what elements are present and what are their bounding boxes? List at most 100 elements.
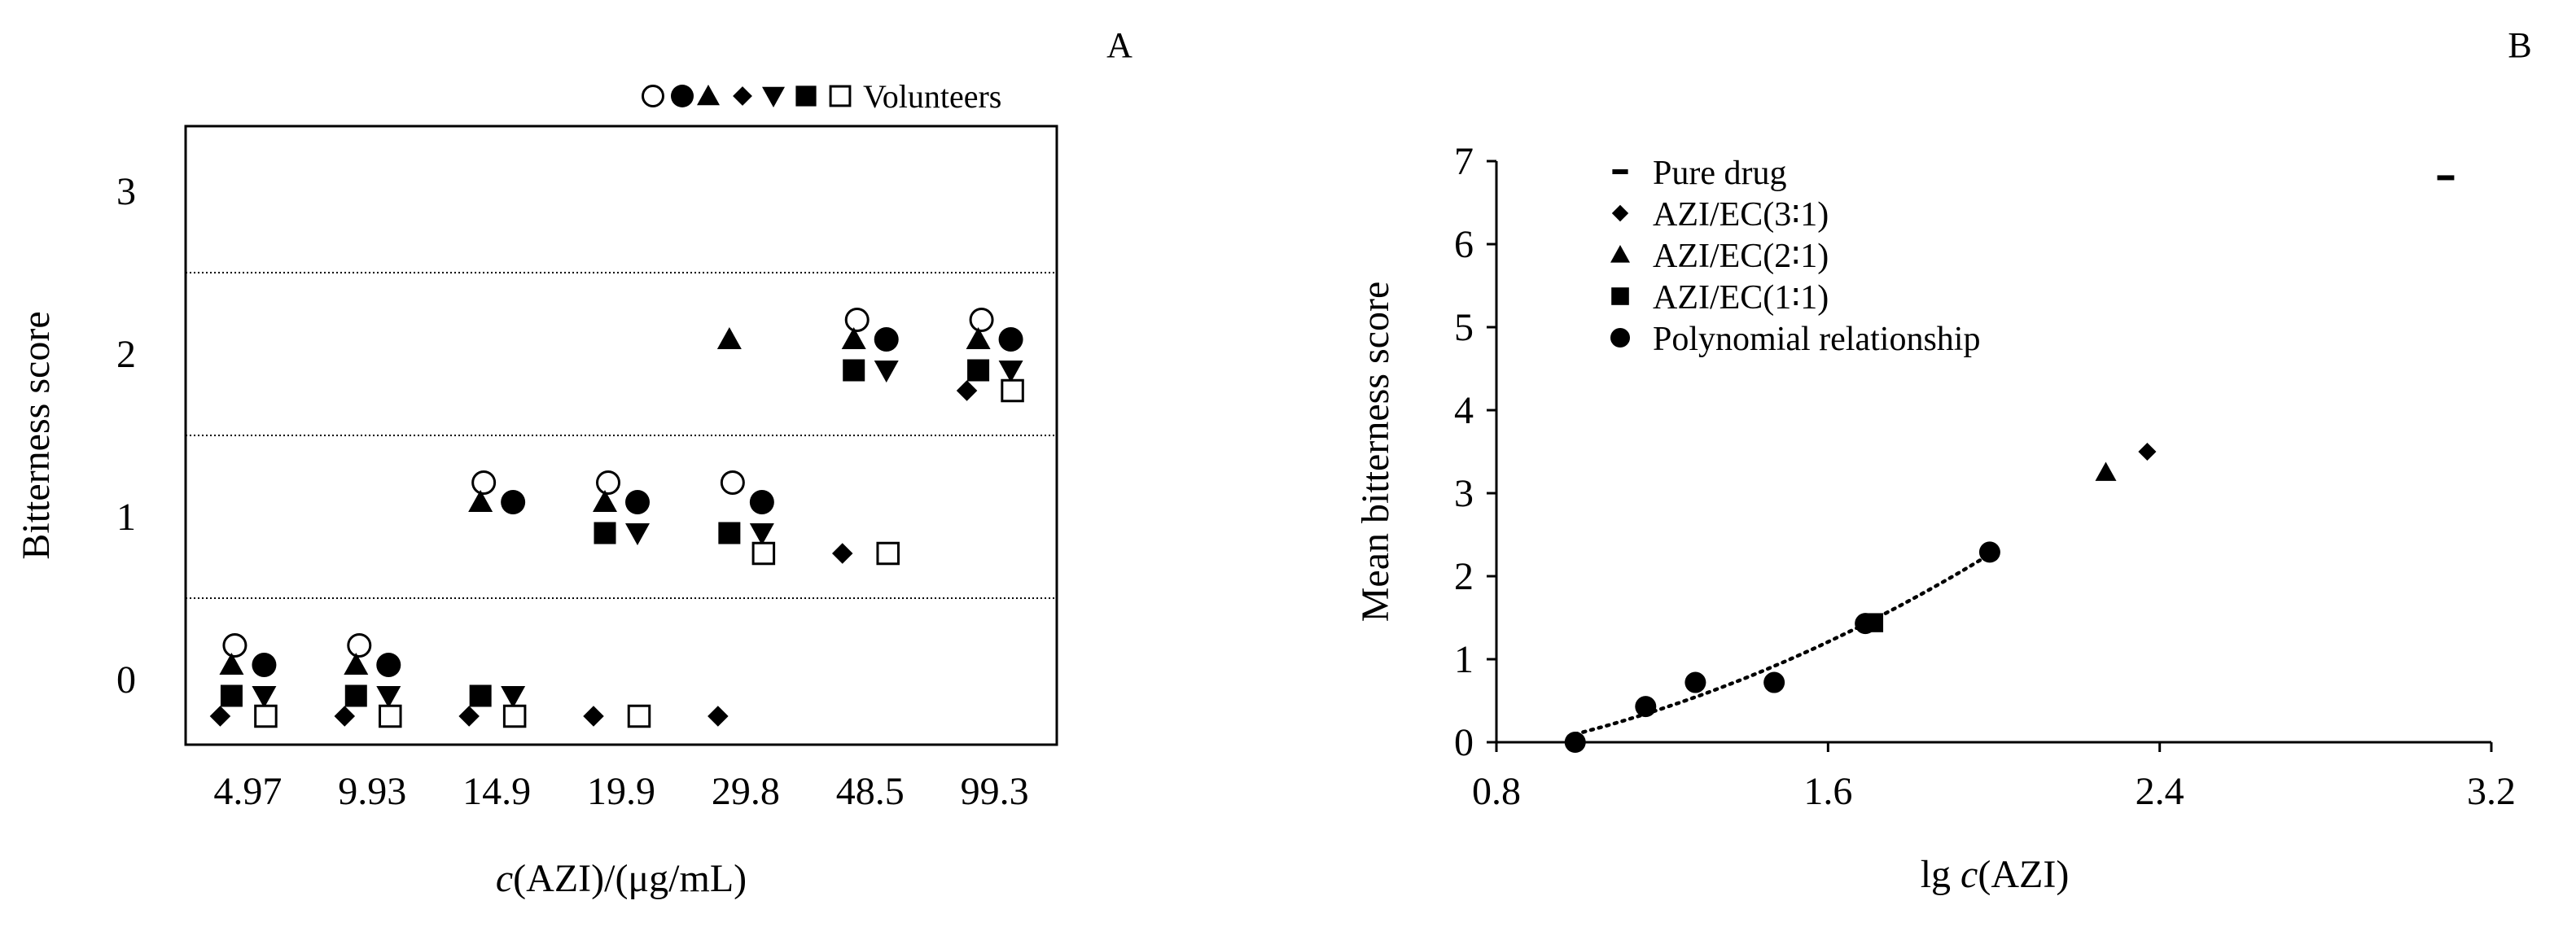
data-point-triangle-down xyxy=(376,686,401,708)
panel-a-legend-markers xyxy=(642,85,852,107)
data-point-circle-open xyxy=(596,470,620,495)
panel-b: B 0 1 2 3 4 5 6 7 0.8 1.6 2.4 3.2 Mean bitterness … xyxy=(1354,25,2532,896)
data-point-circle-filled xyxy=(501,490,526,514)
data-point-triangle-down xyxy=(501,686,526,708)
data-point-circle-filled xyxy=(749,490,774,514)
data-point-square-open xyxy=(627,704,651,728)
panel-b-x-axis-title-prefix: lg xyxy=(1921,853,1960,896)
data-point-triangle-up xyxy=(593,490,617,512)
panel-b-label: B xyxy=(2508,25,2531,65)
data-point-diamond xyxy=(334,706,356,727)
data-point-circle-open xyxy=(844,308,870,332)
y-tick-label: 3 xyxy=(116,170,136,213)
data-point-circle xyxy=(1855,613,1877,635)
y-tick-label: 6 xyxy=(1454,223,1474,266)
y-tick-label: 2 xyxy=(1454,555,1474,598)
data-point-square-open xyxy=(751,541,776,566)
y-tick-label: 1 xyxy=(1454,638,1474,681)
data-point-triangle-down xyxy=(998,361,1023,383)
x-category-label: 14.9 xyxy=(462,770,531,813)
x-category-label: 4.97 xyxy=(213,770,282,813)
panel-b-data-points xyxy=(1564,175,2455,753)
legend-marker-diamond xyxy=(733,86,752,106)
data-point-square-filled xyxy=(220,684,243,707)
y-tick-label: 0 xyxy=(116,658,136,702)
data-point-square-open xyxy=(379,704,402,728)
data-point-circle-open xyxy=(969,308,994,332)
data-point-triangle-up xyxy=(344,653,369,675)
panel-a-x-axis-title-rest: (AZI)/(μg/mL) xyxy=(513,857,747,900)
data-point-circle xyxy=(1564,732,1586,753)
data-point-circle-open xyxy=(222,633,248,658)
data-point-circle-filled xyxy=(998,327,1023,352)
y-tick-label: 0 xyxy=(1454,721,1474,764)
panel-a-label: A xyxy=(1106,25,1132,65)
y-tick-label: 3 xyxy=(1454,472,1474,515)
legend-marker-square-open xyxy=(829,85,852,107)
data-point-circle xyxy=(1684,671,1706,693)
data-point-circle-open xyxy=(471,470,497,495)
legend-label: Polynomial relationship xyxy=(1653,321,1980,358)
legend-marker-circle-open xyxy=(642,85,664,107)
data-point-circle-filled xyxy=(376,653,401,677)
legend-marker-triangle-up xyxy=(697,85,720,106)
data-point-circle xyxy=(1635,696,1657,718)
panel-a-y-axis-title: Bitterness score xyxy=(15,311,58,559)
panel-b-x-axis-title-var: c xyxy=(1960,853,1978,896)
panel-a: A Bitterness score 0 1 2 3 4.97 9.93 14.9 19.9… xyxy=(15,25,1132,900)
data-point-square-filled xyxy=(594,522,616,544)
panel-b-y-axis-title: Mean bitterness score xyxy=(1354,282,1397,623)
panel-b-x-axis-title: lg c(AZI) xyxy=(1921,853,2070,896)
x-tick-label: 1.6 xyxy=(1803,770,1852,813)
data-point-triangle-down xyxy=(252,686,277,708)
panel-a-category-axis: 4.97 9.93 14.9 19.9 29.8 48.5 99.3 xyxy=(200,743,1042,813)
data-point-diamond xyxy=(708,706,729,727)
panel-a-x-axis-title-var: c xyxy=(496,857,513,900)
panel-a-x-axis-title: c(AZI)/(μg/mL) xyxy=(496,857,747,900)
data-point-triangle-up xyxy=(468,490,493,512)
panel-a-legend-label: Volunteers xyxy=(863,78,1001,115)
data-point-square-open xyxy=(876,541,900,566)
x-tick-label: 0.8 xyxy=(1472,770,1521,813)
x-category-label: 19.9 xyxy=(587,770,655,813)
x-tick-label: 2.4 xyxy=(2136,770,2184,813)
panel-b-x-axis-title-rest: (AZI) xyxy=(1978,853,2069,896)
panel-a-data-points xyxy=(209,308,1024,728)
data-point-circle xyxy=(1978,541,2000,563)
x-category-label: 99.3 xyxy=(961,770,1029,813)
data-point-square-filled xyxy=(469,684,492,707)
panel-b-legend: Pure drug AZI/EC(3∶1) AZI/EC(2∶1) AZI/EC(1∶… xyxy=(1610,155,1980,358)
x-category-label: 9.93 xyxy=(338,770,406,813)
legend-marker-triangle-down xyxy=(762,86,785,107)
data-point-circle-filled xyxy=(625,490,650,514)
data-point-circle-filled xyxy=(252,653,277,677)
data-point-diamond xyxy=(458,706,480,727)
data-point-triangle xyxy=(2095,461,2117,481)
data-point-triangle-up xyxy=(966,327,991,349)
y-tick-label: 5 xyxy=(1454,306,1474,349)
data-point-triangle-down xyxy=(625,523,650,545)
data-point-triangle-down xyxy=(749,523,774,545)
data-point-circle-open xyxy=(720,470,745,495)
data-point-square-open xyxy=(254,704,278,728)
y-tick-label: 7 xyxy=(1454,140,1474,183)
data-point-circle-filled xyxy=(874,327,899,352)
data-point-diamond xyxy=(831,543,853,564)
legend-marker-diamond xyxy=(1611,204,1629,222)
x-tick-label: 3.2 xyxy=(2467,770,2516,813)
panel-b-x-ticks: 0.8 1.6 2.4 3.2 xyxy=(1472,742,2516,813)
legend-marker-square-filled xyxy=(795,85,817,107)
legend-label: AZI/EC(3∶1) xyxy=(1653,196,1829,234)
x-category-label: 29.8 xyxy=(712,770,780,813)
panel-a-y-tick-labels: 0 1 2 3 xyxy=(116,170,136,702)
data-point-triangle-up xyxy=(841,327,866,349)
data-point-circle-open xyxy=(347,633,372,658)
data-point-diamond xyxy=(2138,442,2157,461)
y-tick-label: 2 xyxy=(116,333,136,376)
data-point-square-filled xyxy=(344,684,367,707)
data-point-square-filled xyxy=(843,359,865,382)
panel-a-legend: Volunteers xyxy=(642,78,1001,115)
legend-marker-dash xyxy=(1612,169,1628,174)
x-category-label: 48.5 xyxy=(836,770,905,813)
